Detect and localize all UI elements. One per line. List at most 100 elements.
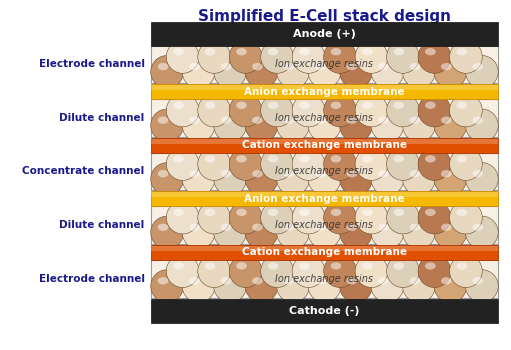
Ellipse shape (284, 224, 294, 231)
Ellipse shape (355, 201, 388, 234)
Ellipse shape (403, 216, 435, 249)
Ellipse shape (418, 41, 451, 73)
Ellipse shape (292, 94, 325, 127)
Ellipse shape (425, 155, 436, 162)
Ellipse shape (456, 262, 467, 270)
Ellipse shape (245, 163, 278, 195)
Ellipse shape (403, 109, 435, 142)
Ellipse shape (214, 270, 246, 302)
Bar (151, 191, 498, 206)
Ellipse shape (371, 56, 404, 88)
Ellipse shape (315, 277, 326, 285)
Ellipse shape (166, 148, 199, 180)
Ellipse shape (315, 224, 326, 231)
Ellipse shape (315, 117, 326, 124)
Ellipse shape (292, 148, 325, 180)
Text: Simplified E-Cell stack design: Simplified E-Cell stack design (198, 9, 451, 24)
Ellipse shape (450, 41, 482, 73)
Ellipse shape (229, 148, 262, 180)
Ellipse shape (182, 56, 215, 88)
Ellipse shape (387, 255, 420, 287)
Ellipse shape (441, 63, 452, 70)
Ellipse shape (221, 277, 231, 285)
Ellipse shape (387, 148, 420, 180)
Ellipse shape (173, 155, 184, 162)
Ellipse shape (371, 109, 404, 142)
Ellipse shape (245, 109, 278, 142)
Ellipse shape (276, 109, 309, 142)
Ellipse shape (173, 262, 184, 270)
Ellipse shape (151, 56, 183, 88)
Ellipse shape (245, 56, 278, 88)
Ellipse shape (331, 155, 341, 162)
Ellipse shape (323, 255, 356, 287)
Text: Ion exchange resins: Ion exchange resins (275, 274, 374, 284)
Bar (151, 260, 498, 298)
Bar (151, 299, 498, 323)
Ellipse shape (340, 163, 373, 195)
Bar (151, 138, 498, 153)
Text: Ion exchange resins: Ion exchange resins (275, 167, 374, 176)
Ellipse shape (393, 155, 404, 162)
Ellipse shape (229, 94, 262, 127)
Ellipse shape (198, 255, 230, 287)
Ellipse shape (189, 117, 200, 124)
Bar (151, 245, 498, 260)
Ellipse shape (346, 170, 357, 177)
Ellipse shape (441, 117, 452, 124)
Ellipse shape (403, 56, 435, 88)
Ellipse shape (214, 216, 246, 249)
Ellipse shape (173, 102, 184, 109)
Ellipse shape (323, 201, 356, 234)
Ellipse shape (299, 155, 310, 162)
Ellipse shape (378, 277, 389, 285)
Ellipse shape (221, 63, 231, 70)
Ellipse shape (340, 56, 373, 88)
Ellipse shape (346, 63, 357, 70)
Ellipse shape (355, 41, 388, 73)
Ellipse shape (221, 224, 231, 231)
Ellipse shape (355, 94, 388, 127)
Ellipse shape (268, 209, 278, 216)
Ellipse shape (236, 102, 247, 109)
Ellipse shape (308, 56, 341, 88)
Ellipse shape (299, 102, 310, 109)
Ellipse shape (268, 155, 278, 162)
Ellipse shape (173, 209, 184, 216)
Ellipse shape (425, 102, 436, 109)
Text: Cation exchange membrane: Cation exchange membrane (242, 140, 407, 150)
Ellipse shape (182, 109, 215, 142)
Ellipse shape (158, 63, 168, 70)
Ellipse shape (166, 255, 199, 287)
Ellipse shape (229, 255, 262, 287)
Ellipse shape (205, 102, 215, 109)
Ellipse shape (418, 94, 451, 127)
Ellipse shape (362, 262, 373, 270)
Ellipse shape (268, 262, 278, 270)
Bar (151, 46, 498, 83)
Ellipse shape (292, 255, 325, 287)
Bar (151, 246, 498, 251)
Ellipse shape (158, 224, 168, 231)
Ellipse shape (355, 255, 388, 287)
Ellipse shape (409, 117, 420, 124)
Ellipse shape (284, 63, 294, 70)
Ellipse shape (315, 63, 326, 70)
Ellipse shape (362, 48, 373, 55)
Ellipse shape (299, 48, 310, 55)
Ellipse shape (198, 201, 230, 234)
Text: Electrode channel: Electrode channel (39, 274, 145, 284)
Ellipse shape (308, 163, 341, 195)
Ellipse shape (450, 255, 482, 287)
Ellipse shape (284, 277, 294, 285)
Ellipse shape (261, 201, 293, 234)
Ellipse shape (456, 48, 467, 55)
Bar (151, 206, 498, 244)
Ellipse shape (362, 209, 373, 216)
Ellipse shape (473, 277, 483, 285)
Ellipse shape (466, 270, 498, 302)
Ellipse shape (299, 209, 310, 216)
Ellipse shape (245, 216, 278, 249)
Ellipse shape (276, 216, 309, 249)
Ellipse shape (252, 117, 263, 124)
